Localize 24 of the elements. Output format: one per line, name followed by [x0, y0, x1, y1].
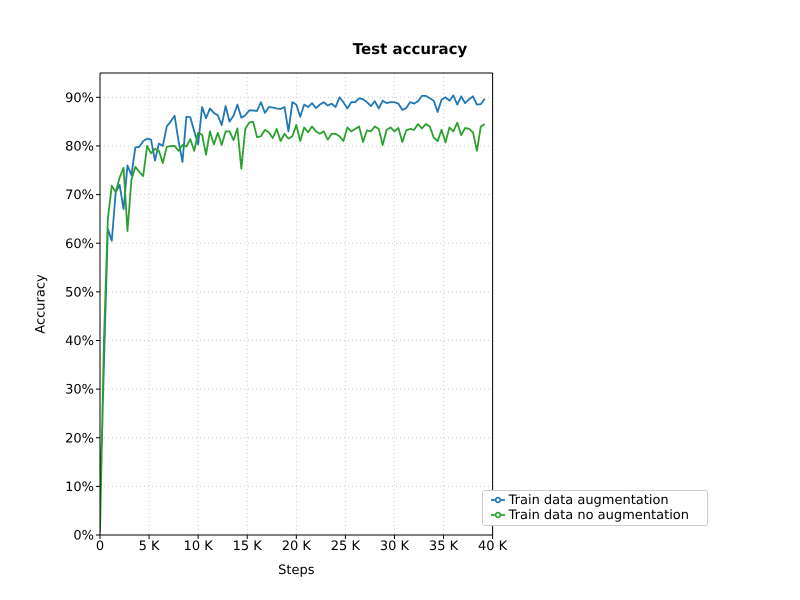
y-tick-label: 30%: [65, 382, 94, 398]
x-tick-label: 20 K: [282, 539, 312, 554]
y-tick-label: 20%: [65, 431, 94, 446]
legend-label: Train data augmentation: [508, 493, 669, 508]
y-tick-label: 60%: [65, 236, 94, 252]
y-tick-label: 10%: [65, 480, 94, 495]
x-tick-label: 40 K: [478, 539, 508, 554]
y-axis-title: Accuracy: [34, 274, 49, 334]
x-tick-label: 0: [96, 539, 104, 554]
x-tick-label: 30 K: [380, 539, 410, 554]
x-axis-title: Steps: [278, 563, 315, 578]
x-tick-label: 35 K: [428, 539, 459, 554]
x-tick-label: 25 K: [330, 539, 360, 554]
y-tick-label: 90%: [65, 90, 94, 106]
y-tick-label: 70%: [65, 188, 94, 204]
x-tick-label: 15 K: [232, 539, 262, 554]
y-tick-label: 80%: [65, 140, 94, 155]
x-tick-label: 10 K: [184, 539, 214, 554]
y-tick-label: 0%: [73, 528, 94, 544]
chart-title: Test accuracy: [352, 40, 468, 58]
legend-label: Train data no augmentation: [508, 508, 689, 523]
y-tick-label: 40%: [65, 334, 94, 350]
y-tick-label: 50%: [65, 285, 94, 300]
x-tick-label: 5 K: [138, 539, 160, 554]
